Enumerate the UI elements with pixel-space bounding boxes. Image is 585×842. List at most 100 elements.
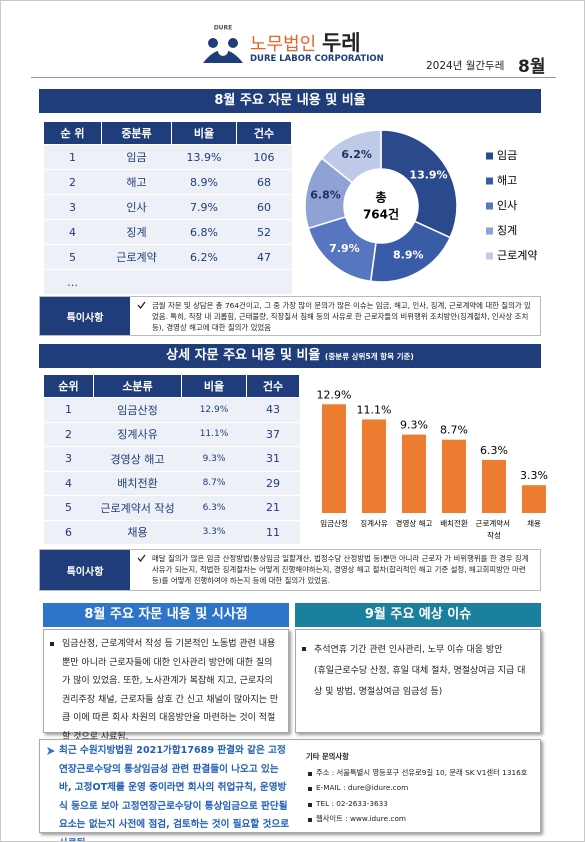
cell: 3: [43, 194, 102, 220]
contact-item: E-MAIL : dure@idure.com: [306, 780, 536, 796]
brand: 노무법인 두레: [250, 27, 361, 57]
section3-right-title: 9월 주요 예상 이슈: [295, 603, 541, 627]
header-cell: 건수: [236, 121, 292, 145]
x-tick-label: 채용: [527, 518, 541, 528]
row: 1 임금 13.9% 106: [43, 144, 292, 170]
row: 2 징계사유 11.1% 37: [43, 422, 300, 447]
cell: 근로계약서 작성: [93, 495, 182, 521]
bar: [322, 404, 346, 513]
legend-swatch: [486, 252, 493, 260]
row: 3 인사 7.9% 60: [43, 194, 292, 220]
cell: 1: [43, 144, 102, 170]
brand-kr: 노무법인: [250, 34, 317, 55]
note2: 특이사항 매달 질의가 많은 임금 산정방법(통상임금 일할계산, 법정수당 산…: [39, 549, 541, 591]
check-icon: [137, 554, 146, 562]
contact-title: 기타 문의사항: [306, 752, 349, 761]
legend-label: 해고: [497, 173, 517, 187]
center-label: 총: [375, 190, 386, 205]
table2: 순위 소분류 비율 건수 1 임금산정 12.9% 43 2 징계사유 11.1% 37 3 경영상 해고…: [43, 374, 300, 545]
cell: 임금산정: [93, 397, 182, 423]
pie-slice: [320, 129, 382, 184]
contact: 기타 문의사항 주소 : 서울특별시 영등포구 선유로9길 10, 문래 SK …: [306, 749, 536, 827]
cell: 5: [43, 244, 102, 270]
bar: [442, 439, 466, 513]
legend-swatch: [486, 202, 493, 210]
footer-box: [39, 739, 541, 833]
slice-label: 6.2%: [341, 148, 372, 161]
cell: 13.9%: [171, 144, 237, 170]
cell: [101, 269, 172, 295]
note-body: 금월 자문 및 상담은 총 764건이고, 그 중 가장 많이 문의가 많은 이…: [152, 301, 531, 332]
cell: 68: [236, 169, 292, 195]
pie-slice: [380, 129, 458, 239]
cell: 임금: [101, 144, 172, 170]
cell: 6.3%: [181, 495, 247, 521]
slice-label: 7.9%: [329, 242, 360, 255]
cell: [236, 269, 292, 295]
note-label: 특이사항: [40, 550, 130, 590]
pie-chart: 13.9% 임금 8.9% 해고 7.9% 인사 6.8% 징계 6.2% 근로계약 총 764건: [304, 129, 537, 283]
cell: 8.9%: [171, 169, 237, 195]
row: 1 임금산정 12.9% 43: [43, 397, 300, 423]
cell: 6.2%: [171, 244, 237, 270]
cell: 21: [246, 495, 300, 521]
x-tick-label: 임금산정: [320, 518, 348, 528]
row: 5 근로계약서 작성 6.3% 21: [43, 495, 300, 521]
cell: 31: [246, 446, 300, 472]
issue: 2024년 월간두레: [426, 60, 505, 72]
cell: 인사: [101, 194, 172, 220]
cell: 47: [236, 244, 292, 270]
slice-label: 6.8%: [310, 188, 341, 201]
table1: 순 위 중분류 비율 건수 1 임금 13.9% 106 2 해고 8.9% 68 3 인사 7.9% 60 4…: [43, 121, 292, 295]
row: 6 채용 3.3% 11: [43, 520, 300, 545]
header-row: 순위 소분류 비율 건수: [43, 374, 300, 398]
x-tick-label: 배치전환: [440, 518, 468, 528]
bar-label: 12.9%: [317, 388, 352, 401]
cell: 5: [43, 495, 94, 521]
cell: …: [43, 269, 102, 295]
header-cell: 순 위: [43, 121, 102, 145]
note-text: 금월 자문 및 상담은 총 764건이고, 그 중 가장 많이 문의가 많은 이…: [130, 297, 540, 335]
cell: 2: [43, 422, 94, 447]
cell: 3.3%: [181, 520, 247, 545]
cell: 징계사유: [93, 422, 182, 447]
bar: [402, 434, 426, 513]
row: 4 배치전환 8.7% 29: [43, 471, 300, 496]
legend-swatch: [486, 152, 493, 160]
sub-text: (휴일근로수당 산정, 휴일 대체 절차, 명절상여금 지급 대상 및 방법, …: [314, 666, 526, 697]
logo-icon: DURE: [203, 25, 243, 63]
cell: 채용: [93, 520, 182, 545]
legend-label: 근로계약: [497, 248, 537, 262]
header-cell: 비율: [181, 374, 247, 398]
cell: 11.1%: [181, 422, 247, 447]
bar-label: 9.3%: [400, 419, 428, 432]
note-text: 매달 질의가 많은 임금 산정방법(통상임금 일할계산, 법정수당 산정방법 등…: [130, 550, 540, 590]
section2-sub: (중분류 상위5개 항목 기준): [324, 352, 414, 361]
brand-name: 두레: [321, 31, 361, 55]
x-tick-label: 경영상 해고: [396, 518, 433, 528]
header-cell: 소분류: [93, 374, 182, 398]
bullet-text: 임금산정, 근로계약서 작성 등 기본적인 노동법 관련 내용 뿐만 아니라 근…: [48, 635, 280, 747]
cell: 29: [246, 471, 300, 496]
arrow-icon: [47, 747, 55, 755]
bullet-text: 추석연휴 기간 관련 인사관리, 노무 이슈 대응 방안: [300, 640, 530, 661]
section1-title: 8월 주요 자문 내용 및 비율: [39, 89, 541, 113]
table: 순 위 중분류 비율 건수 1 임금 13.9% 106 2 해고 8.9% 68 3 인사 7.9% 60 4…: [43, 121, 292, 295]
legend-swatch: [486, 227, 493, 235]
cell: 3: [43, 446, 94, 472]
note1: 특이사항 금월 자문 및 상담은 총 764건이고, 그 중 가장 많이 문의가…: [39, 296, 541, 336]
center-label: 764건: [363, 207, 399, 222]
header-cell: 중분류: [101, 121, 172, 145]
section3-left-title: 8월 주요 자문 내용 및 시사점: [43, 603, 289, 627]
row: 2 해고 8.9% 68: [43, 169, 292, 195]
cell: 징계: [101, 219, 172, 245]
x-tick-label: 징계사유: [360, 518, 388, 528]
cell: 60: [236, 194, 292, 220]
bar-label: 11.1%: [357, 403, 392, 416]
row: 5 근로계약 6.2% 47: [43, 244, 292, 270]
cell: 43: [246, 397, 300, 423]
cell: 1: [43, 397, 94, 423]
cell: 9.3%: [181, 446, 247, 472]
cell: 6: [43, 520, 94, 545]
